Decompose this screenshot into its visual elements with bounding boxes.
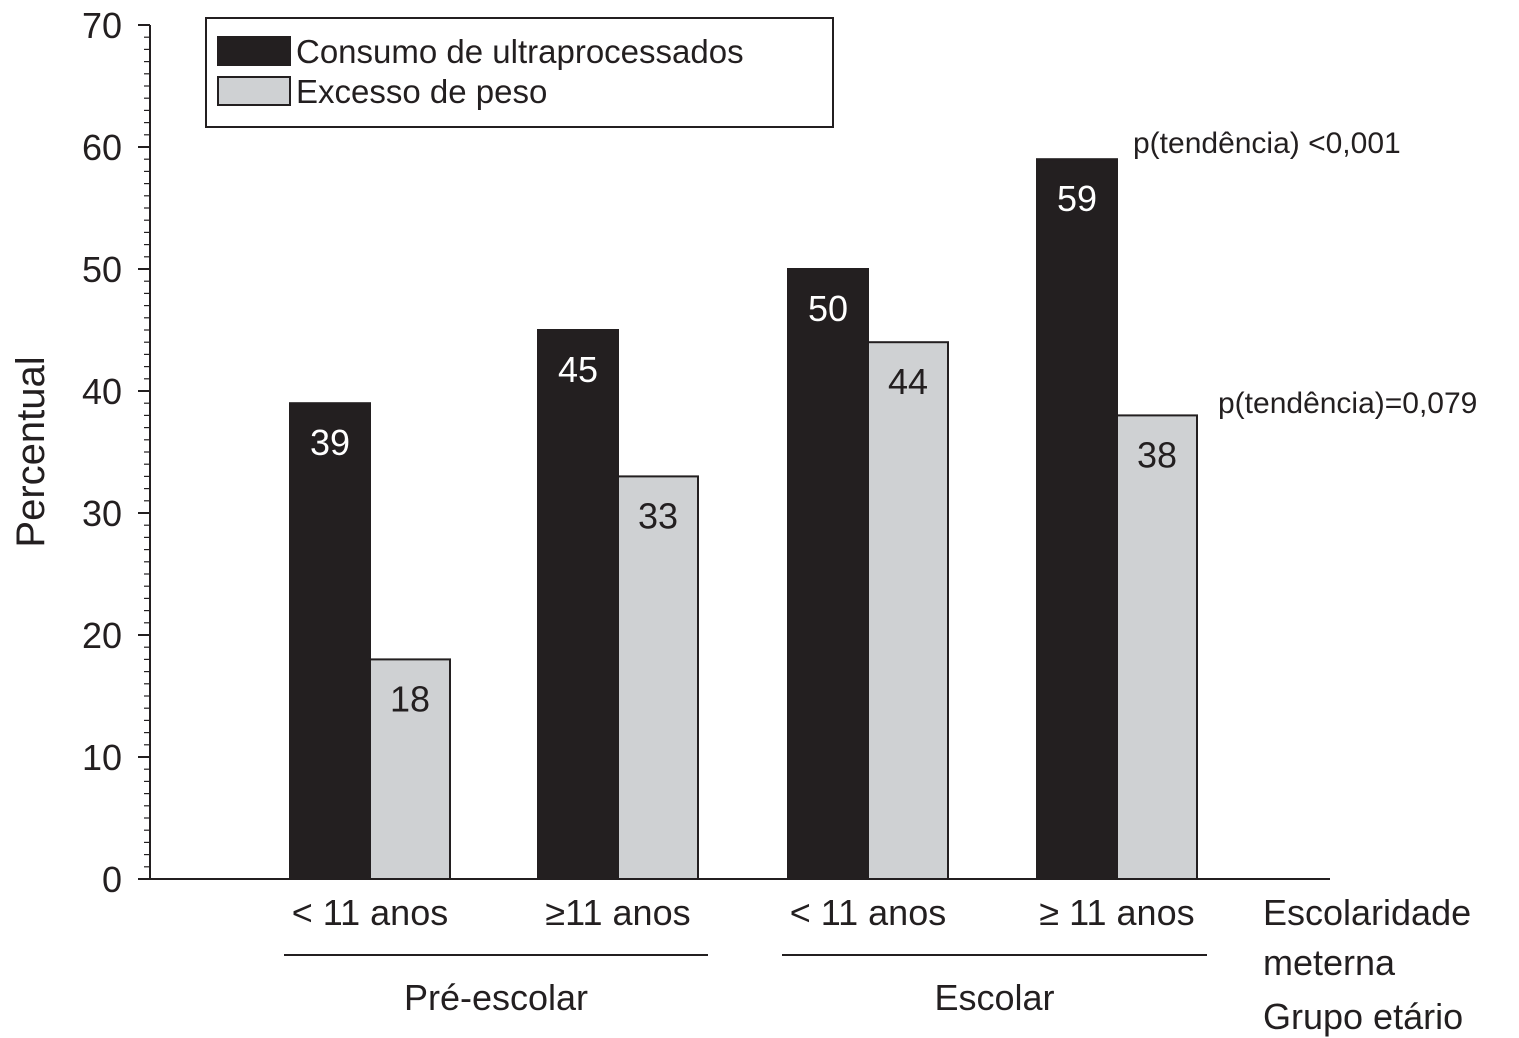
bar-value-label: 45 [558, 349, 598, 390]
y-tick-label: 60 [82, 127, 122, 168]
bar-consumo-0 [289, 402, 371, 880]
bar-excesso-0 [369, 658, 451, 881]
y-axis: 0 10 20 30 40 50 60 70 Percentual [9, 5, 151, 900]
bar-consumo-2 [787, 268, 869, 880]
legend-label: Consumo de ultraprocessados [296, 33, 744, 70]
y-tick-label: 50 [82, 249, 122, 290]
x-category-label: ≥11 anos [545, 892, 690, 933]
category-axis-title-line2: meterna [1263, 942, 1396, 983]
y-tick-label: 20 [82, 615, 122, 656]
legend-box [205, 17, 834, 128]
y-tick-label: 30 [82, 493, 122, 534]
x-category-label: < 11 anos [292, 892, 448, 933]
bar-excesso-1 [617, 475, 699, 880]
legend-swatch [217, 36, 291, 66]
y-tick-label: 10 [82, 737, 122, 778]
y-axis-label: Percentual [9, 356, 53, 547]
bar-value-label: 33 [638, 495, 678, 536]
bar-excesso-2 [867, 341, 949, 880]
category-axis-title-line1: Escolaridade [1263, 892, 1471, 933]
bar-value-label: 59 [1057, 178, 1097, 219]
group-label: Pré-escolar [404, 977, 588, 1018]
annotations: p(tendência) <0,001 p(tendência)=0,079 [1133, 127, 1477, 420]
y-tick-label: 70 [82, 5, 122, 46]
group-axis-title: Grupo etário [1263, 996, 1463, 1037]
x-category-label: < 11 anos [790, 892, 946, 933]
y-tick-label: 40 [82, 371, 122, 412]
bar-value-label: 38 [1137, 434, 1177, 475]
group-label: Escolar [934, 977, 1054, 1018]
bar-excesso-3 [1116, 414, 1198, 880]
p-trend-annotation: p(tendência) <0,001 [1133, 127, 1401, 160]
y-tick-label: 0 [102, 859, 122, 900]
x-category-label: ≥ 11 anos [1039, 892, 1194, 933]
legend-swatch [217, 76, 291, 106]
bar-consumo-3 [1036, 158, 1118, 880]
bars: 39 45 50 59 18 33 44 38 [289, 158, 1198, 881]
bar-value-label: 50 [808, 288, 848, 329]
p-trend-annotation: p(tendência)=0,079 [1218, 387, 1477, 420]
bar-value-label: 18 [390, 678, 430, 719]
bar-value-label: 44 [888, 361, 928, 402]
x-axis: < 11 anos ≥11 anos < 11 anos ≥ 11 anos Pré-e… [150, 878, 1471, 1037]
legend-label: Excesso de peso [296, 73, 547, 110]
bar-value-label: 39 [310, 422, 350, 463]
bar-consumo-1 [537, 329, 619, 880]
